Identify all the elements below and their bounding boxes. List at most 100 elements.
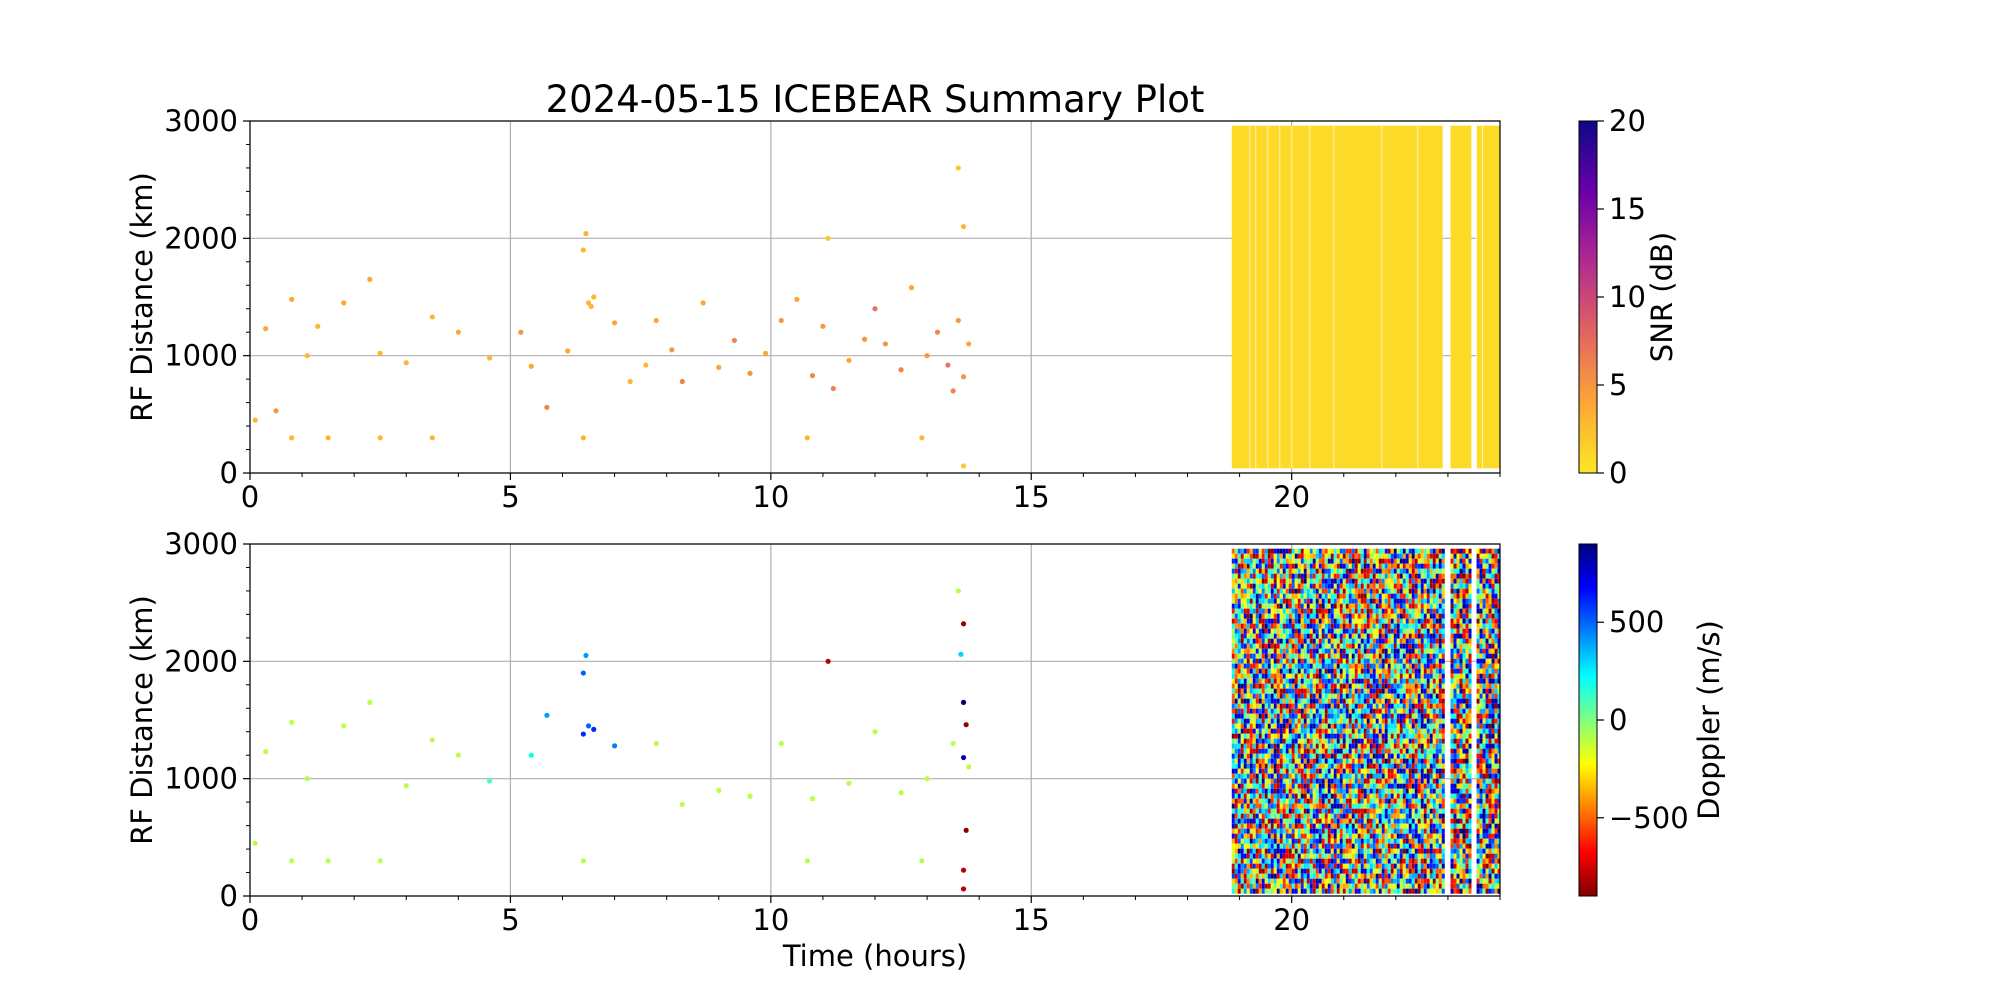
- dense-cell: [1390, 848, 1394, 854]
- dense-cell: [1252, 613, 1256, 619]
- dense-cell: [1381, 883, 1385, 889]
- dense-cell: [1369, 783, 1373, 789]
- dense-cell: [1408, 613, 1412, 619]
- dense-cell: [1252, 878, 1256, 884]
- dense-cell: [1282, 673, 1286, 679]
- dense-cell: [1243, 598, 1247, 604]
- dense-cell: [1390, 853, 1394, 859]
- dense-cell: [1354, 833, 1358, 839]
- dense-cell: [1234, 668, 1238, 674]
- dense-cell: [1279, 723, 1283, 729]
- dense-cell: [1327, 813, 1331, 819]
- dense-cell: [1324, 873, 1328, 879]
- dense-cell: [1423, 753, 1427, 759]
- dense-cell: [1348, 793, 1352, 799]
- dense-cell: [1288, 678, 1292, 684]
- dense-cell: [1297, 718, 1301, 724]
- dense-cell: [1270, 628, 1274, 634]
- dense-cell: [1339, 843, 1343, 849]
- data-point: [830, 385, 836, 392]
- dense-cell: [1252, 708, 1256, 714]
- dense-cell: [1414, 703, 1418, 709]
- dense-cell: [1234, 778, 1238, 784]
- dense-cell: [1321, 883, 1325, 889]
- dense-cell: [1330, 763, 1334, 769]
- dense-cell: [1336, 723, 1340, 729]
- dense-cell: [1411, 683, 1415, 689]
- dense-cell: [1264, 853, 1268, 859]
- dense-cell: [1390, 718, 1394, 724]
- dense-cell: [1357, 603, 1361, 609]
- dense-cell: [1303, 608, 1307, 614]
- dense-cell: [1258, 553, 1262, 559]
- dense-cell: [1411, 728, 1415, 734]
- dense-cell: [1336, 793, 1340, 799]
- dense-cell: [1414, 838, 1418, 844]
- dense-cell: [1372, 573, 1376, 579]
- dense-cell: [1345, 763, 1349, 769]
- dense-cell: [1357, 718, 1361, 724]
- dense-cell: [1423, 883, 1427, 889]
- dense-cell: [1231, 588, 1235, 594]
- dense-cell: [1432, 678, 1436, 684]
- dense-cell: [1408, 733, 1412, 739]
- dense-cell: [1372, 828, 1376, 834]
- dense-cell: [1420, 648, 1424, 654]
- dense-cell: [1345, 638, 1349, 644]
- dense-cell: [1249, 688, 1253, 694]
- dense-cell: [1300, 563, 1304, 569]
- dense-cell: [1378, 743, 1382, 749]
- dense-cell: [1321, 568, 1325, 574]
- dense-cell: [1426, 883, 1430, 889]
- dense-cell: [1360, 883, 1364, 889]
- dense-cell: [1258, 843, 1262, 849]
- dense-cell: [1357, 663, 1361, 669]
- dense-cell: [1414, 653, 1418, 659]
- dense-cell: [1327, 818, 1331, 824]
- dense-cell: [1285, 688, 1289, 694]
- dense-cell: [1282, 663, 1286, 669]
- dense-cell: [1249, 808, 1253, 814]
- dense-cell: [1264, 548, 1268, 554]
- dense-cell: [1324, 713, 1328, 719]
- dense-cell: [1342, 858, 1346, 864]
- dense-cell: [1417, 613, 1421, 619]
- dense-cell: [1414, 713, 1418, 719]
- dense-cell: [1357, 723, 1361, 729]
- dense-cell: [1249, 848, 1253, 854]
- dense-cell: [1363, 593, 1367, 599]
- dense-cell: [1285, 748, 1289, 754]
- dense-cell: [1426, 683, 1430, 689]
- dense-cell: [1363, 573, 1367, 579]
- dense-cell: [1420, 653, 1424, 659]
- dense-cell: [1273, 713, 1277, 719]
- dense-cell: [1282, 763, 1286, 769]
- dense-cell: [1378, 888, 1382, 894]
- dense-cell: [1348, 678, 1352, 684]
- dense-cell: [1360, 598, 1364, 604]
- dense-cell: [1366, 773, 1370, 779]
- dense-cell: [1390, 698, 1394, 704]
- dense-cell: [1258, 558, 1262, 564]
- dense-cell: [1231, 658, 1235, 664]
- dense-cell: [1333, 788, 1337, 794]
- dense-cell: [1402, 768, 1406, 774]
- dense-cell: [1393, 743, 1397, 749]
- dense-cell: [1366, 618, 1370, 624]
- dense-cell: [1426, 608, 1430, 614]
- dense-cell: [1429, 678, 1433, 684]
- dense-cell: [1231, 883, 1235, 889]
- dense-cell: [1243, 708, 1247, 714]
- dense-cell: [1441, 588, 1445, 594]
- dense-cell: [1432, 638, 1436, 644]
- dense-cell: [1396, 668, 1400, 674]
- dense-cell: [1261, 623, 1265, 629]
- dense-cell: [1279, 773, 1283, 779]
- dense-cell: [1291, 863, 1295, 869]
- dense-cell: [1312, 883, 1316, 889]
- dense-cell: [1438, 763, 1442, 769]
- dense-cell: [1240, 618, 1244, 624]
- dense-cell: [1252, 618, 1256, 624]
- dense-cell: [1399, 843, 1403, 849]
- dense-cell: [1432, 653, 1436, 659]
